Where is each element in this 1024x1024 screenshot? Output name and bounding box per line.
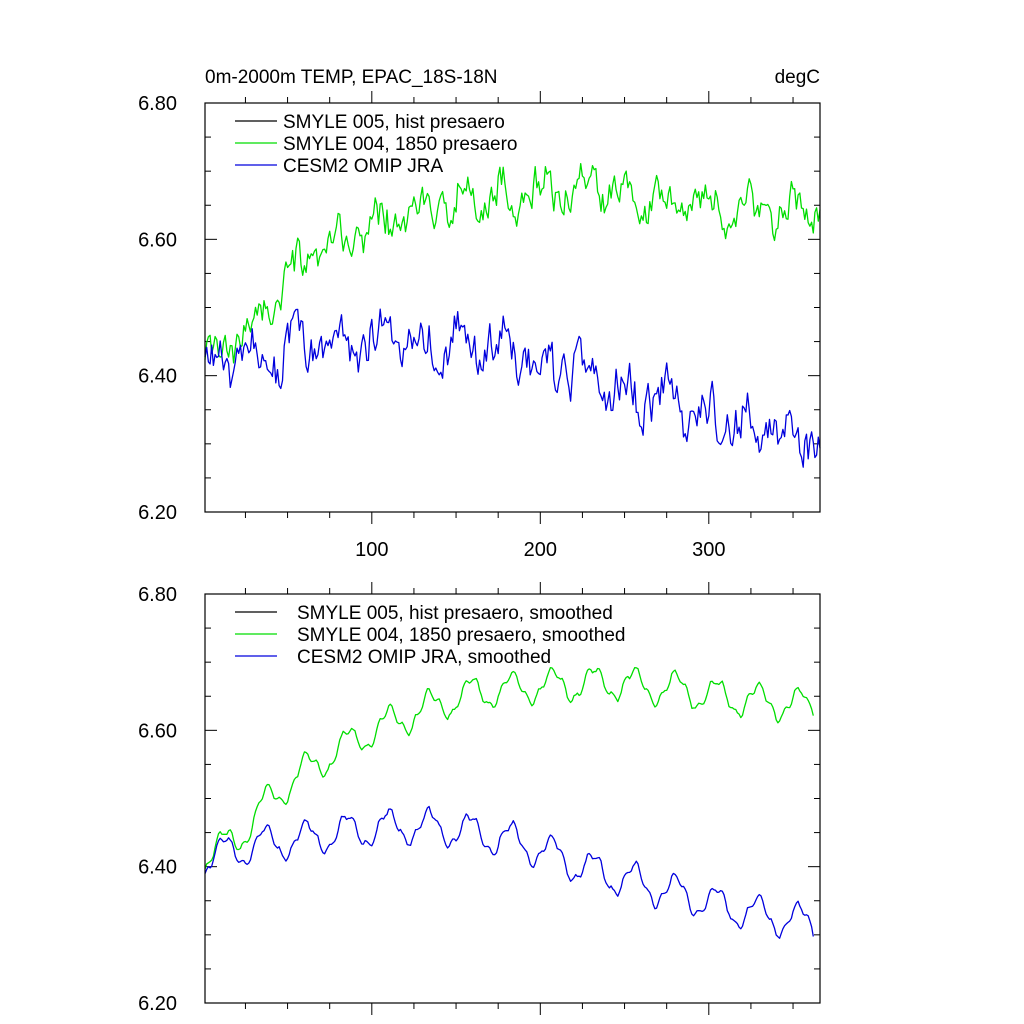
chart-title: 0m-2000m TEMP, EPAC_18S-18N bbox=[205, 67, 498, 88]
legend-label: SMYLE 004, 1850 presaero, smoothed bbox=[297, 625, 625, 646]
top-series-lines bbox=[204, 162, 821, 468]
units-label: degC bbox=[775, 67, 820, 88]
bottom-axis-ticks: 6.20 6.40 6.60 6.80 bbox=[138, 582, 820, 1015]
panel-bottom: 6.20 6.40 6.60 6.80 SMYLE 005, hist presaer… bbox=[138, 582, 821, 1015]
series-line bbox=[204, 162, 821, 364]
legend-label: SMYLE 005, hist presaero, smoothed bbox=[297, 603, 613, 624]
top-axis-ticks: 6.20 6.40 6.60 6.80 100 200 300 bbox=[138, 91, 820, 561]
legend-label: CESM2 OMIP JRA, smoothed bbox=[297, 647, 551, 668]
y-tick-label: 6.80 bbox=[138, 584, 177, 606]
panel-top: 0m-2000m TEMP, EPAC_18S-18N degC 6.20 6.4… bbox=[138, 67, 821, 561]
series-line bbox=[204, 805, 814, 939]
legend-label: SMYLE 004, 1850 presaero bbox=[283, 134, 518, 155]
y-tick-label: 6.80 bbox=[138, 93, 177, 115]
y-tick-label: 6.40 bbox=[138, 857, 177, 879]
x-tick-label: 200 bbox=[524, 539, 557, 561]
y-tick-label: 6.20 bbox=[138, 502, 177, 524]
y-tick-label: 6.60 bbox=[138, 229, 177, 251]
series-line bbox=[204, 666, 814, 870]
top-legend: SMYLE 005, hist presaero SMYLE 004, 1850… bbox=[235, 112, 518, 177]
bottom-series-lines bbox=[204, 666, 814, 939]
bottom-legend: SMYLE 005, hist presaero, smoothed SMYLE… bbox=[235, 603, 625, 668]
x-tick-label: 100 bbox=[355, 539, 388, 561]
legend-label: SMYLE 005, hist presaero bbox=[283, 112, 505, 133]
series-line bbox=[204, 308, 821, 468]
y-tick-label: 6.40 bbox=[138, 366, 177, 388]
y-tick-label: 6.60 bbox=[138, 720, 177, 742]
y-tick-label: 6.20 bbox=[138, 993, 177, 1015]
legend-label: CESM2 OMIP JRA bbox=[283, 156, 443, 177]
top-plot-frame bbox=[204, 102, 821, 513]
x-tick-label: 300 bbox=[692, 539, 725, 561]
bottom-plot-frame bbox=[204, 593, 821, 1004]
